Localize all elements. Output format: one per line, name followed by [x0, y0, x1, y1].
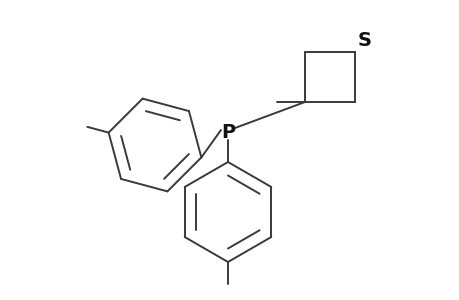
Text: P: P	[220, 122, 235, 142]
Text: S: S	[357, 31, 371, 50]
